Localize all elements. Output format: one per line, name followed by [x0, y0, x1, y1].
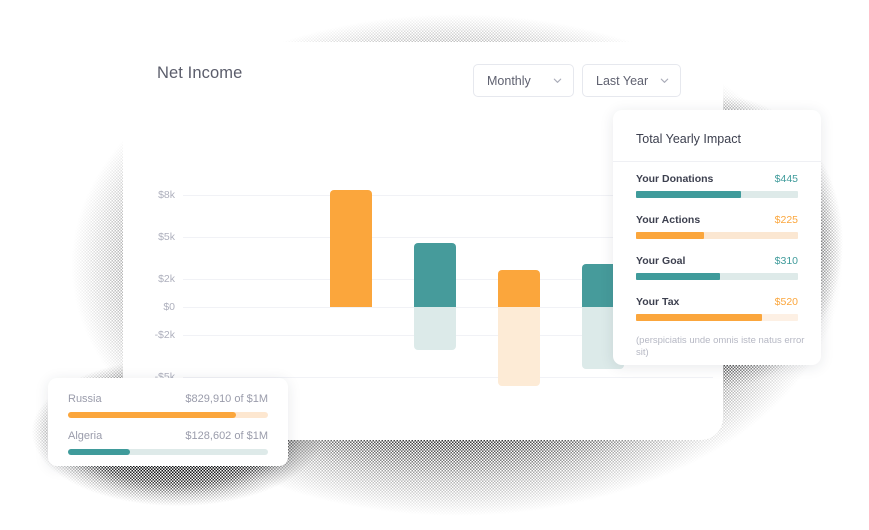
y-axis-tick: $8k [158, 189, 175, 201]
range-select[interactable]: Last Year [582, 64, 681, 97]
impact-row: Your Goal $310 [636, 250, 798, 291]
impact-row-value: $310 [774, 255, 798, 267]
bar-group[interactable] [498, 116, 540, 440]
impact-progress-fill [636, 191, 742, 198]
bar-negative[interactable] [414, 307, 456, 350]
impact-progress-fill [636, 232, 705, 239]
impact-row: Your Tax $520 [636, 291, 798, 332]
bar-negative[interactable] [498, 307, 540, 387]
country-name: Russia [68, 393, 102, 405]
y-axis-tick: $5k [158, 231, 175, 243]
y-axis-tick: -$2k [154, 329, 175, 341]
range-select-value: Last Year [596, 73, 649, 88]
gridline [183, 195, 713, 196]
impact-row-value: $225 [774, 214, 798, 226]
country-progress-track [68, 449, 268, 455]
country-progress-card: Russia $829,910 of $1M Algeria $128,602 of … [48, 378, 288, 466]
bar-group[interactable] [414, 116, 456, 440]
period-select-value: Monthly [487, 73, 531, 88]
impact-row: Your Actions $225 [636, 209, 798, 250]
country-progress-fill [68, 412, 236, 418]
country-row: Russia $829,910 of $1M [68, 390, 268, 427]
impact-progress-track [636, 273, 798, 280]
y-axis-tick: $2k [158, 273, 175, 285]
total-yearly-impact-panel: Total Yearly Impact Your Donations $445 Yo… [613, 110, 821, 365]
gridline [183, 237, 713, 238]
gridline [183, 377, 713, 378]
page-title: Net Income [157, 64, 243, 82]
impact-progress-fill [636, 314, 763, 321]
impact-panel-title: Total Yearly Impact [636, 132, 741, 146]
period-select[interactable]: Monthly [473, 64, 574, 97]
y-axis-tick: $0 [163, 301, 175, 313]
country-name: Algeria [68, 430, 103, 442]
bar-positive[interactable] [414, 242, 456, 307]
country-row: Algeria $128,602 of $1M [68, 427, 268, 464]
country-amount: $128,602 of $1M [185, 430, 268, 442]
impact-row-label: Your Goal [636, 255, 686, 267]
country-amount: $829,910 of $1M [185, 393, 268, 405]
divider [613, 161, 821, 162]
impact-progress-fill [636, 273, 721, 280]
country-progress-fill [68, 449, 130, 455]
impact-panel-note: (perspiciatis unde omnis iste natus erro… [636, 335, 805, 359]
impact-rows: Your Donations $445 Your Actions $225 Your G… [636, 168, 798, 332]
country-progress-track [68, 412, 268, 418]
impact-progress-track [636, 314, 798, 321]
chevron-down-icon [660, 78, 669, 83]
country-rows: Russia $829,910 of $1M Algeria $128,602 of … [68, 390, 268, 464]
impact-row-value: $445 [774, 173, 798, 185]
impact-progress-track [636, 232, 798, 239]
impact-row-label: Your Tax [636, 296, 680, 308]
bar-positive[interactable] [330, 190, 372, 307]
bar-group[interactable] [330, 116, 372, 440]
impact-row: Your Donations $445 [636, 168, 798, 209]
card-header: Net Income Monthly Last Year [123, 42, 723, 116]
impact-row-label: Your Actions [636, 214, 701, 226]
impact-row-label: Your Donations [636, 173, 714, 185]
chevron-down-icon [553, 78, 562, 83]
bar-positive[interactable] [498, 269, 540, 307]
impact-progress-track [636, 191, 798, 198]
impact-row-value: $520 [774, 296, 798, 308]
